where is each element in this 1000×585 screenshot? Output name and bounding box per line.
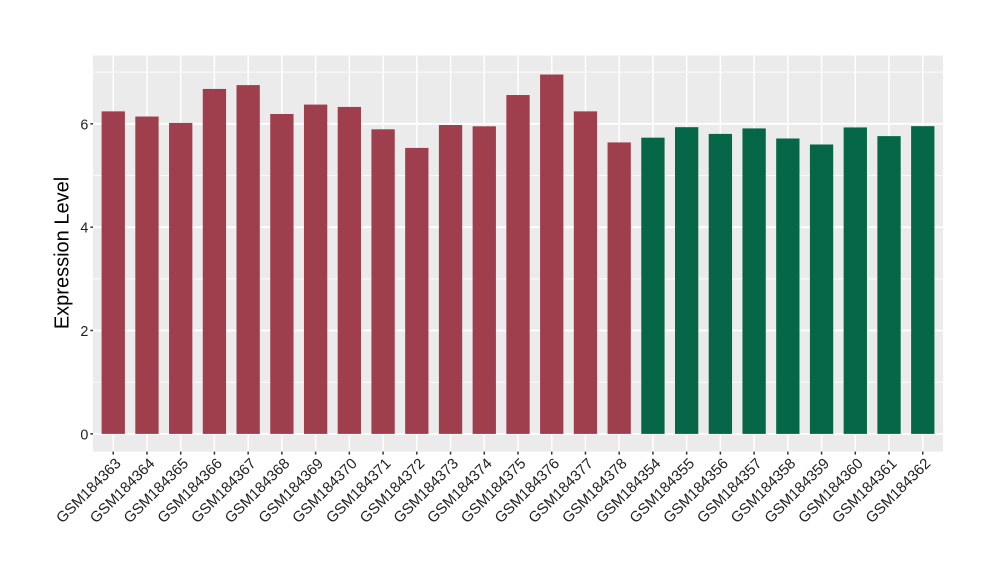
svg-text:6: 6: [80, 117, 88, 133]
svg-text:2: 2: [80, 324, 88, 340]
svg-text:4: 4: [80, 221, 88, 237]
svg-text:0: 0: [80, 427, 88, 443]
svg-text:Expression Level: Expression Level: [52, 177, 74, 329]
